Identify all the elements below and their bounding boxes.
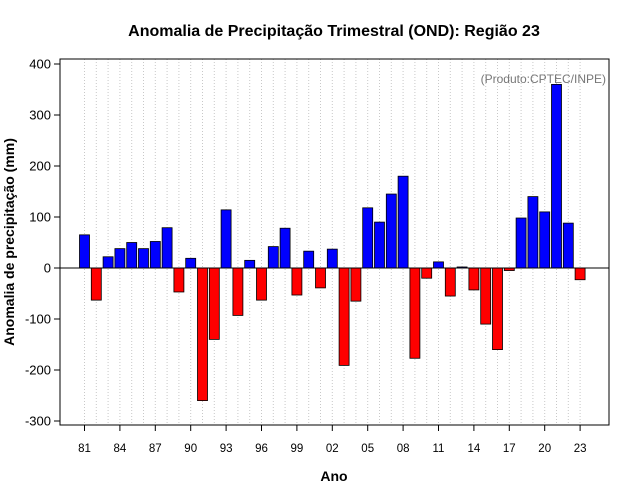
- bar-2003: [338, 267, 350, 366]
- bar-2001: [315, 267, 326, 289]
- bar-1983: [102, 256, 114, 269]
- x-tick-label-2017: 17: [503, 443, 516, 455]
- bar-1981: [79, 234, 90, 269]
- bar-1998: [279, 227, 291, 269]
- bar-1986: [138, 248, 149, 269]
- y-tick-label--200: -200: [25, 363, 51, 378]
- bar-2019: [527, 196, 539, 269]
- x-tick-label-2011: 11: [433, 443, 445, 455]
- bar-1991: [197, 267, 208, 402]
- bar-2021: [551, 84, 562, 269]
- bar-1996: [256, 267, 267, 301]
- bar-1992: [208, 267, 220, 340]
- x-tick-label-2020: 20: [538, 443, 551, 455]
- plot-frame: [59, 58, 610, 426]
- bar-2022: [562, 222, 574, 269]
- bar-1999: [291, 267, 303, 296]
- bar-2011: [433, 261, 444, 269]
- x-tick-label-2008: 08: [397, 443, 410, 455]
- y-tick-label--300: -300: [25, 414, 51, 429]
- bar-1984: [114, 248, 126, 269]
- x-tick-label-1990: 90: [184, 443, 197, 455]
- bar-2004: [350, 267, 362, 302]
- bar-2014: [468, 267, 480, 291]
- bar-2020: [539, 211, 551, 269]
- y-tick-label-100: 100: [29, 210, 51, 225]
- x-tick-label-1996: 96: [255, 443, 268, 455]
- y-tick-label-0: 0: [44, 261, 51, 276]
- bar-2016: [492, 267, 503, 350]
- bar-1990: [185, 257, 197, 269]
- x-tick-label-2002: 02: [326, 443, 339, 455]
- bar-2000: [303, 250, 315, 269]
- bar-1985: [126, 242, 138, 269]
- x-tick-label-2014: 14: [468, 443, 481, 455]
- y-tick-label-200: 200: [29, 159, 51, 174]
- bar-1994: [232, 267, 244, 316]
- x-tick-label-1993: 93: [220, 443, 233, 455]
- bar-1982: [90, 267, 102, 301]
- x-tick-label-2023: 23: [574, 443, 587, 455]
- x-tick-label-1981: 81: [78, 443, 91, 455]
- credit-text: (Produto:CPTEC/INPE): [481, 72, 606, 86]
- x-axis: 81 84 87 90 93 96 99 02 05 08 11 14 17 20 23: [78, 425, 586, 455]
- x-tick-label-2005: 05: [361, 443, 374, 455]
- x-tick-label-1987: 87: [149, 443, 162, 455]
- bar-2002: [326, 248, 338, 269]
- y-axis: 400 300 200 100 0 -100 -200 -300: [25, 57, 60, 429]
- bar-1989: [173, 267, 185, 293]
- bar-2012: [444, 267, 456, 297]
- x-axis-label: Ano: [320, 468, 347, 484]
- bar-2023: [574, 267, 586, 281]
- bar-1993: [220, 209, 232, 269]
- bar-2006: [374, 221, 385, 269]
- y-tick-label--100: -100: [25, 312, 51, 327]
- bar-2015: [480, 267, 492, 325]
- bars: [79, 84, 586, 402]
- bar-1987: [149, 241, 161, 269]
- bar-2008: [397, 175, 409, 269]
- x-tick-label-1999: 99: [291, 443, 304, 455]
- y-tick-label-300: 300: [29, 108, 51, 123]
- bar-1995: [244, 259, 256, 269]
- x-tick-label-1984: 84: [114, 443, 127, 455]
- bar-1988: [161, 227, 173, 269]
- y-axis-label: Anomalia de precipitação (mm): [1, 138, 17, 346]
- bar-2009: [409, 267, 421, 359]
- bar-2007: [385, 193, 397, 269]
- chart-title: Anomalia de Precipitação Trimestral (OND…: [128, 23, 540, 40]
- bar-1997: [267, 246, 279, 269]
- y-tick-label-400: 400: [29, 57, 51, 72]
- bar-2018: [515, 217, 527, 269]
- bar-2010: [421, 267, 433, 279]
- bar-2005: [362, 207, 374, 269]
